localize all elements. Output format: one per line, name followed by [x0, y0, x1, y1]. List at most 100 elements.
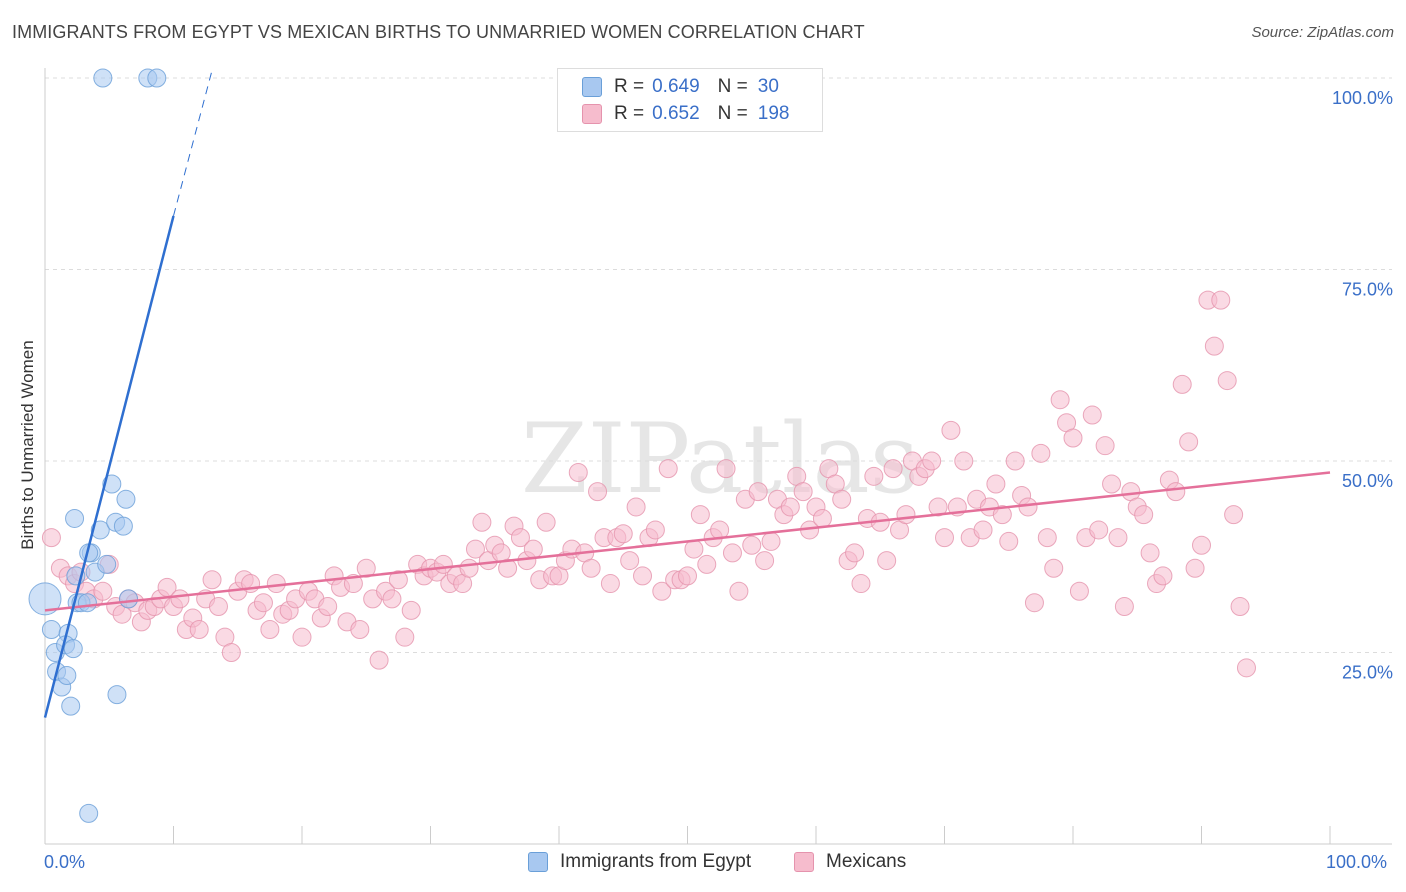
watermark: ZIPatlas: [521, 403, 919, 515]
point-mexicans: [1172, 374, 1192, 394]
point-mexicans: [845, 543, 865, 563]
point-mexicans: [1153, 566, 1173, 586]
point-immigrants-from-egypt: [116, 489, 136, 509]
point-mexicans: [620, 551, 640, 571]
chart-title: IMMIGRANTS FROM EGYPT VS MEXICAN BIRTHS …: [12, 22, 865, 42]
legend-swatch-mexicans: [582, 104, 602, 124]
point-immigrants-from-egypt: [147, 68, 167, 88]
point-mexicans: [742, 535, 762, 555]
point-mexicans: [588, 482, 608, 502]
point-mexicans: [401, 600, 421, 620]
legend-r-label: R =: [614, 76, 645, 97]
point-mexicans: [459, 558, 479, 578]
point-mexicans: [1018, 497, 1038, 517]
point-mexicans: [343, 574, 363, 594]
point-mexicans: [633, 566, 653, 586]
point-mexicans: [780, 497, 800, 517]
point-mexicans: [922, 451, 942, 471]
x-axis-max-label: 100.0%: [1326, 852, 1388, 872]
series-legend-swatch-egypt: [528, 852, 548, 872]
point-mexicans: [369, 650, 389, 670]
point-mexicans: [1095, 436, 1115, 456]
point-mexicans: [864, 466, 884, 486]
point-mexicans: [729, 581, 749, 601]
point-mexicans: [1134, 505, 1154, 525]
point-immigrants-from-egypt: [28, 582, 62, 616]
point-immigrants-from-egypt: [90, 520, 110, 540]
point-mexicans: [41, 528, 61, 548]
point-mexicans: [1217, 371, 1237, 391]
point-immigrants-from-egypt: [63, 639, 83, 659]
point-mexicans: [382, 589, 402, 609]
point-mexicans: [690, 505, 710, 525]
point-mexicans: [722, 543, 742, 563]
point-mexicans: [716, 459, 736, 479]
source-label: Source: ZipAtlas.com: [1251, 24, 1394, 41]
legend-n-value-egypt: 30: [757, 76, 779, 97]
point-mexicans: [189, 620, 209, 640]
point-mexicans: [1069, 581, 1089, 601]
point-mexicans: [498, 558, 518, 578]
point-mexicans: [1031, 443, 1051, 463]
point-immigrants-from-egypt: [107, 685, 127, 705]
point-mexicans: [832, 489, 852, 509]
legend-row-mexicans: R = 0.652 N = 198: [582, 102, 789, 126]
point-mexicans: [697, 554, 717, 574]
point-mexicans: [568, 462, 588, 482]
y-tick-label: 75.0%: [1342, 280, 1393, 300]
point-mexicans: [1192, 535, 1211, 555]
y-axis-label: Births to Unmarried Women: [18, 340, 37, 550]
point-mexicans: [793, 482, 813, 502]
point-mexicans: [877, 551, 897, 571]
point-mexicans: [1044, 558, 1064, 578]
point-mexicans: [1108, 528, 1128, 548]
point-mexicans: [1005, 451, 1025, 471]
series-legend-mexicans: Mexicans: [794, 851, 906, 873]
point-mexicans: [626, 497, 646, 517]
point-mexicans: [510, 528, 530, 548]
point-mexicans: [1230, 597, 1250, 617]
point-immigrants-from-egypt: [77, 593, 97, 613]
trendline-mexicans: [44, 471, 1331, 612]
point-mexicans: [221, 643, 241, 662]
point-mexicans: [202, 570, 222, 590]
point-mexicans: [253, 593, 273, 613]
point-mexicans: [748, 482, 768, 502]
y-axis-label-wrapper: Births to Unmarried Women: [16, 300, 40, 590]
x-axis-min-label: 0.0%: [44, 852, 86, 872]
legend-r-label: R =: [614, 103, 645, 124]
stats-legend: R = 0.649 N = 30 R = 0.652 N = 198: [557, 68, 823, 132]
point-mexicans: [755, 551, 775, 571]
y-tick-label: 25.0%: [1342, 663, 1393, 683]
point-mexicans: [1204, 336, 1224, 356]
point-mexicans: [973, 520, 993, 540]
legend-r-value-mexicans: 0.652: [652, 103, 700, 124]
point-mexicans: [928, 497, 948, 517]
point-mexicans: [266, 574, 286, 594]
point-mexicans: [1140, 543, 1160, 563]
legend-r-value-egypt: 0.649: [652, 76, 700, 97]
point-mexicans: [581, 558, 601, 578]
point-immigrants-from-egypt: [57, 665, 77, 685]
point-mexicans: [1114, 597, 1134, 617]
point-mexicans: [523, 539, 543, 559]
point-mexicans: [1082, 405, 1102, 425]
point-mexicans: [1063, 428, 1083, 448]
point-mexicans: [465, 539, 485, 559]
point-mexicans: [658, 459, 678, 479]
point-mexicans: [356, 558, 376, 578]
legend-n-label: N =: [717, 103, 748, 124]
point-immigrants-from-egypt: [41, 620, 61, 640]
y-tick-label: 100.0%: [1332, 88, 1393, 108]
series-legend-label-egypt: Immigrants from Egypt: [560, 851, 752, 872]
point-immigrants-from-egypt: [79, 803, 99, 823]
point-mexicans: [1224, 505, 1244, 525]
point-mexicans: [1037, 528, 1057, 548]
point-mexicans: [1179, 432, 1199, 452]
point-immigrants-from-egypt: [97, 554, 117, 574]
point-mexicans: [999, 531, 1019, 551]
point-mexicans: [600, 574, 620, 594]
point-mexicans: [208, 597, 228, 617]
point-immigrants-from-egypt: [102, 474, 122, 494]
